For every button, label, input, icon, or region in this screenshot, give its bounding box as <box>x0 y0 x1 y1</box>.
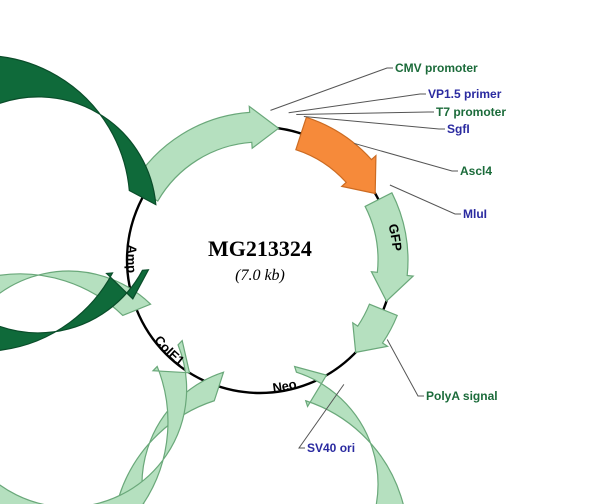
feature-arc-ascl4 <box>296 117 376 193</box>
leader-line <box>296 112 434 114</box>
leader-line <box>289 94 426 113</box>
side-label: CMV promoter <box>395 61 478 75</box>
side-label: SgfI <box>447 122 470 136</box>
feature-arc-neo <box>112 367 408 504</box>
side-label: Ascl4 <box>460 164 492 178</box>
feature-label-amp: Amp <box>124 244 140 273</box>
side-label: SV40 ori <box>307 441 355 455</box>
side-label: MluI <box>463 207 487 221</box>
side-label: VP1.5 primer <box>428 87 502 101</box>
leader-line <box>387 339 424 396</box>
side-label: PolyA signal <box>426 389 498 403</box>
plasmid-size: (7.0 kb) <box>235 267 285 284</box>
leader-line <box>270 68 393 110</box>
feature-arc-gfp <box>365 193 413 301</box>
side-label: T7 promoter <box>436 105 506 119</box>
leader-line <box>390 185 461 214</box>
feature-arc-cmv <box>132 106 279 201</box>
feature-label-neo: Neo <box>272 376 299 395</box>
plasmid-title: MG213324 <box>208 236 312 261</box>
